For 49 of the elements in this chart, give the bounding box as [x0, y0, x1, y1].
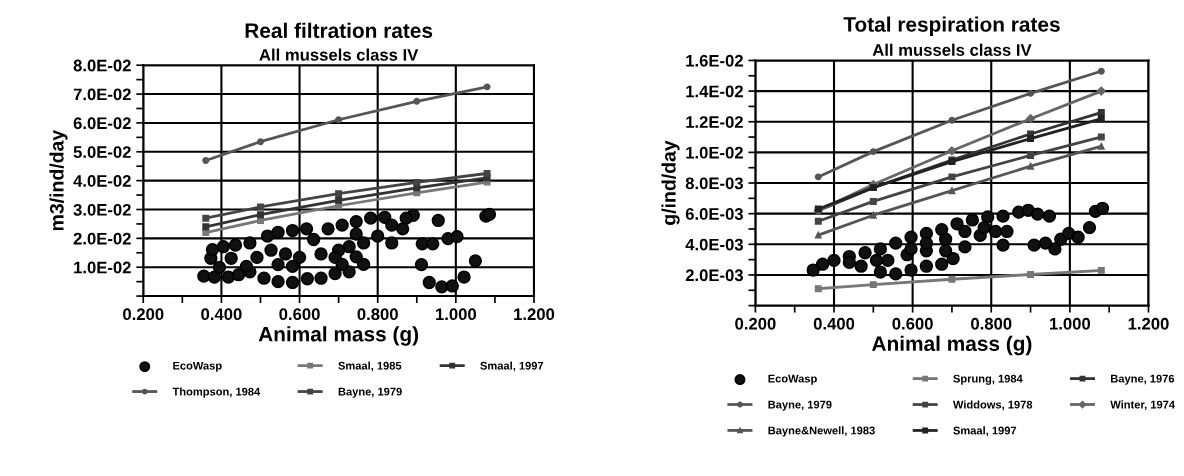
x-axis-title: Animal mass (g) [872, 335, 1032, 356]
chart-subtitle: All mussels class IV [872, 43, 1032, 56]
x-tick-label: 0.800 [357, 308, 398, 321]
legend-label: Bayne&Newell, 1983 [768, 426, 875, 437]
x-tick-label: 1.200 [1128, 317, 1169, 330]
x-tick-label: 0.200 [735, 317, 776, 330]
y-tick-label: 1.0E-02 [686, 146, 743, 159]
legend-label: Smaal, 1985 [338, 361, 402, 372]
y-tick-label: 4.0E-02 [73, 175, 131, 187]
x-tick-label: 0.600 [892, 317, 933, 330]
legend-label: EcoWasp [768, 374, 817, 385]
chart-subtitle: All mussels class IV [259, 48, 419, 61]
y-tick-label: 1.4E-02 [686, 85, 743, 98]
y-tick-label: 6.0E-03 [685, 208, 743, 220]
legend-label: Smaal, 1997 [480, 361, 544, 372]
y-tick-label: 8.0E-02 [73, 59, 131, 72]
x-tick-label: 1.000 [1050, 317, 1091, 330]
y-tick-label: 1.2E-02 [686, 116, 743, 128]
y-tick-label: 2.0E-03 [685, 269, 743, 282]
x-tick-label: 1.200 [514, 308, 555, 321]
legend-label: Thompson, 1984 [172, 387, 261, 398]
x-axis-title: Animal mass (g) [258, 326, 419, 346]
x-tick-label: 0.400 [201, 308, 242, 321]
y-axis-title: m3/ind/day [49, 129, 68, 231]
x-tick-label: 0.200 [123, 308, 164, 321]
legend-label: Winter, 1974 [1110, 400, 1175, 411]
legend-label: Widdows, 1978 [952, 400, 1033, 411]
chart-title: Real filtration rates [245, 22, 433, 39]
legend-label: Bayne, 1976 [1111, 374, 1175, 385]
legend-label: Smaal, 1997 [953, 426, 1017, 437]
x-tick-label: 0.800 [971, 317, 1012, 330]
y-tick-label: 2.0E-02 [73, 232, 131, 245]
x-tick-label: 0.400 [813, 317, 855, 330]
y-tick-label: 1.6E-02 [686, 54, 743, 67]
y-axis-title: g/ind/day [661, 140, 680, 225]
legend-label: Bayne, 1979 [338, 387, 402, 398]
legend-label: EcoWasp [173, 361, 222, 372]
y-tick-label: 7.0E-02 [73, 88, 131, 101]
y-tick-label: 5.0E-02 [73, 146, 131, 158]
y-tick-label: 6.0E-02 [73, 117, 131, 130]
y-tick-label: 3.0E-02 [73, 203, 131, 216]
y-tick-label: 4.0E-03 [685, 238, 743, 251]
x-tick-label: 0.600 [279, 308, 320, 321]
legend-label: Sprung, 1984 [953, 374, 1023, 385]
chart-title: Total respiration rates [843, 16, 1060, 36]
y-tick-label: 8.0E-03 [685, 177, 743, 190]
x-tick-label: 1.000 [436, 308, 477, 321]
y-tick-label: 1.0E-02 [74, 261, 131, 274]
legend-label: Bayne, 1979 [768, 400, 832, 411]
